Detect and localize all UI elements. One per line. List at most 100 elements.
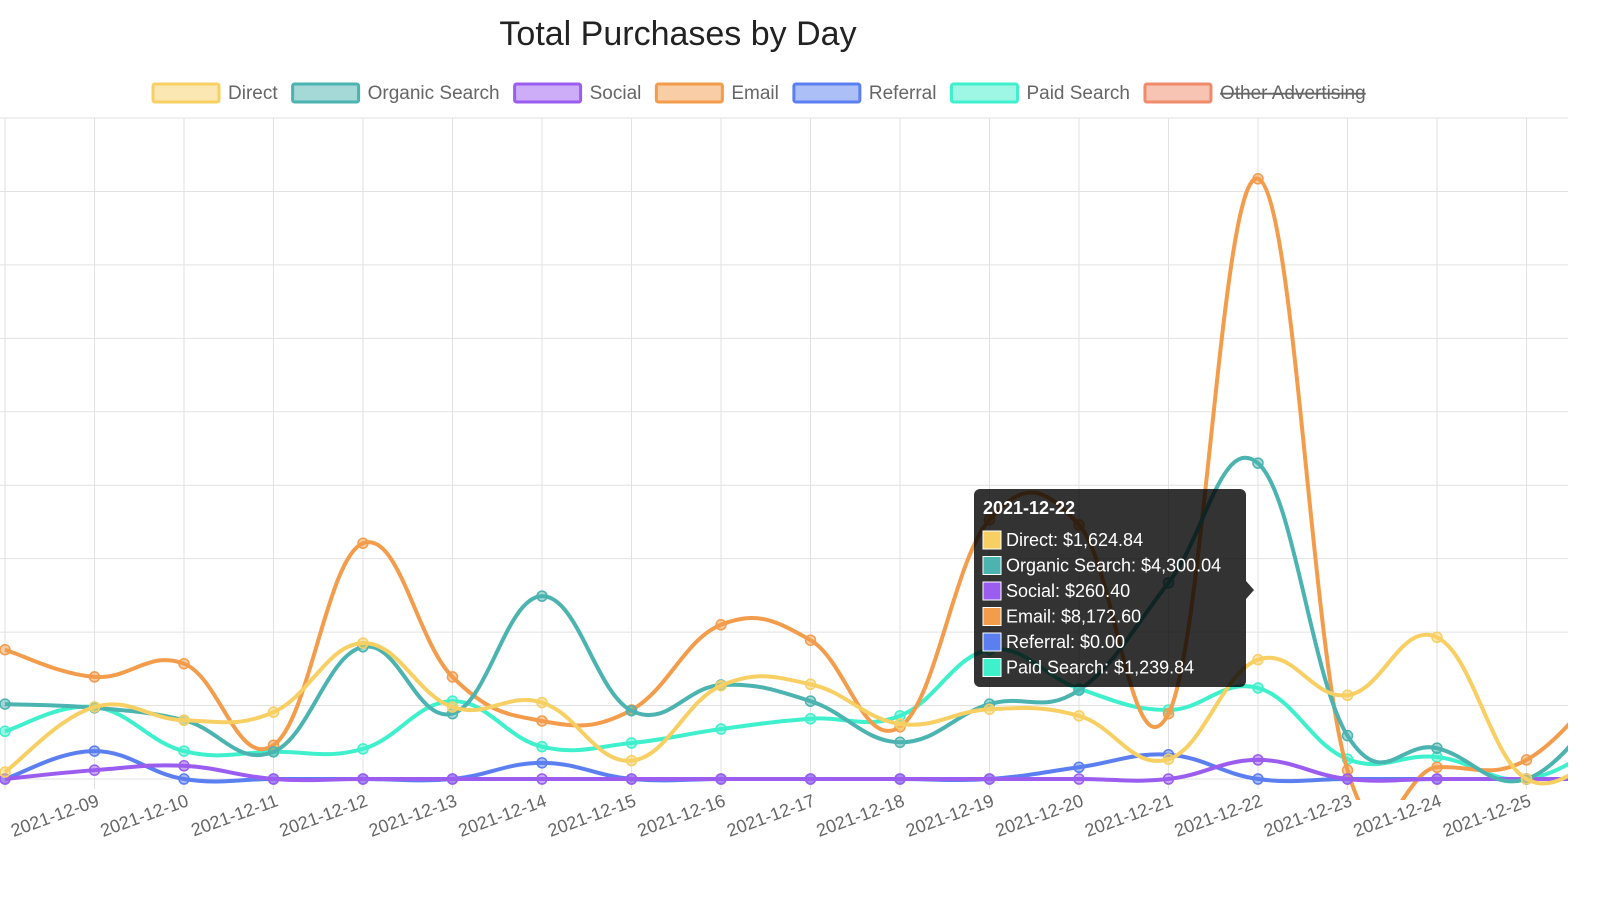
x-tick-label: 2021-12-23 (1261, 790, 1354, 840)
data-point (267, 773, 280, 785)
legend-swatch (654, 82, 724, 104)
tooltip-line: Direct: $1,624.84 (1006, 530, 1143, 550)
data-point (446, 671, 459, 683)
data-point (536, 773, 548, 785)
data-point (1252, 653, 1264, 666)
legend-swatch (291, 82, 361, 104)
legend-label: Social (590, 83, 642, 104)
data-point (178, 714, 190, 726)
data-point (536, 590, 548, 602)
series-line (4, 647, 1568, 782)
data-point (715, 679, 727, 692)
tooltip-swatch (982, 581, 1002, 601)
x-tick-label: 2021-12-25 (1440, 790, 1533, 840)
x-tick-label: 2021-12-12 (277, 790, 370, 840)
legend-swatch (792, 82, 862, 104)
tooltip-swatch (982, 556, 1002, 575)
data-point (1520, 754, 1533, 766)
series-line (4, 176, 1568, 800)
data-point (715, 723, 727, 735)
tooltip-swatch (982, 658, 1002, 677)
data-point (446, 701, 459, 713)
x-tick-label: 2021-12-16 (635, 790, 728, 840)
data-point (0, 725, 11, 738)
legend-item[interactable]: Referral (792, 82, 937, 104)
plot (0, 173, 1568, 800)
data-point (1431, 773, 1443, 785)
data-point (983, 703, 996, 715)
legend: Direct Organic Search Social Email Referral P… (151, 82, 1366, 104)
legend-label: Paid Search (1026, 83, 1130, 104)
legend-label: Organic Search (368, 83, 500, 104)
legend-item[interactable]: Social (513, 82, 642, 104)
data-point (536, 757, 548, 769)
data-point (0, 766, 11, 778)
data-point (1341, 773, 1354, 785)
data-point (1252, 682, 1264, 694)
legend-swatch (1143, 82, 1213, 104)
data-point (715, 619, 727, 631)
data-point (1431, 761, 1443, 773)
data-point (536, 715, 548, 727)
legend-item[interactable]: Email (654, 82, 779, 104)
x-tick-label: 2021-12-17 (724, 790, 817, 840)
x-axis: 2021-12-092021-12-102021-12-112021-12-12… (8, 790, 1533, 840)
data-point (1073, 761, 1085, 773)
data-point (1073, 710, 1085, 722)
series-line (3, 632, 1568, 786)
data-point (357, 637, 369, 649)
tooltip-line: Referral: $0.00 (1006, 632, 1125, 652)
data-point (1252, 754, 1264, 766)
data-point (1073, 773, 1085, 785)
data-point (536, 740, 548, 753)
data-point (625, 737, 638, 749)
data-point (357, 743, 369, 755)
legend-swatch (949, 82, 1019, 104)
legend-label: Direct (228, 83, 278, 104)
x-tick-label: 2021-12-14 (456, 790, 549, 840)
data-point (804, 713, 817, 725)
data-point (536, 696, 548, 709)
x-tick-label: 2021-12-19 (903, 790, 996, 840)
data-point (446, 773, 459, 785)
series-line (4, 455, 1568, 784)
legend-item[interactable]: Direct (151, 82, 278, 104)
x-tick-label: 2021-12-21 (1082, 790, 1175, 840)
tooltip-caret (1246, 581, 1254, 599)
data-point (1252, 457, 1264, 469)
legend-item[interactable]: Paid Search (949, 82, 1130, 104)
data-point (1252, 173, 1264, 185)
tooltip-line: Email: $8,172.60 (1006, 606, 1141, 626)
data-point (1341, 689, 1354, 702)
data-point (0, 698, 11, 710)
x-tick-label: 2021-12-15 (545, 790, 638, 840)
data-point (1341, 729, 1354, 742)
tooltip-line: Social: $260.40 (1006, 581, 1130, 601)
data-point (178, 745, 190, 757)
data-point (1162, 753, 1175, 765)
data-point (983, 773, 996, 785)
x-tick-label: 2021-12-09 (8, 790, 101, 840)
data-point (88, 745, 101, 757)
data-point (804, 634, 817, 646)
data-point (1252, 773, 1264, 785)
legend-swatch (513, 82, 583, 104)
x-tick-label: 2021-12-24 (1351, 790, 1444, 840)
tooltip-box (974, 489, 1246, 687)
data-point (178, 760, 190, 772)
legend-swatch (151, 82, 221, 104)
data-point (1431, 742, 1443, 754)
data-point (178, 657, 190, 670)
data-point (1520, 773, 1533, 785)
tooltip-line: Organic Search: $4,300.04 (1006, 555, 1221, 575)
data-point (1162, 773, 1175, 785)
legend-item[interactable]: Organic Search (291, 82, 500, 104)
data-point (1162, 707, 1175, 720)
data-point (357, 773, 369, 785)
data-point (804, 678, 817, 691)
x-tick-label: 2021-12-18 (814, 790, 907, 840)
legend-item[interactable]: Other Advertising (1143, 82, 1366, 104)
tooltip-title: 2021-12-22 (983, 498, 1075, 518)
